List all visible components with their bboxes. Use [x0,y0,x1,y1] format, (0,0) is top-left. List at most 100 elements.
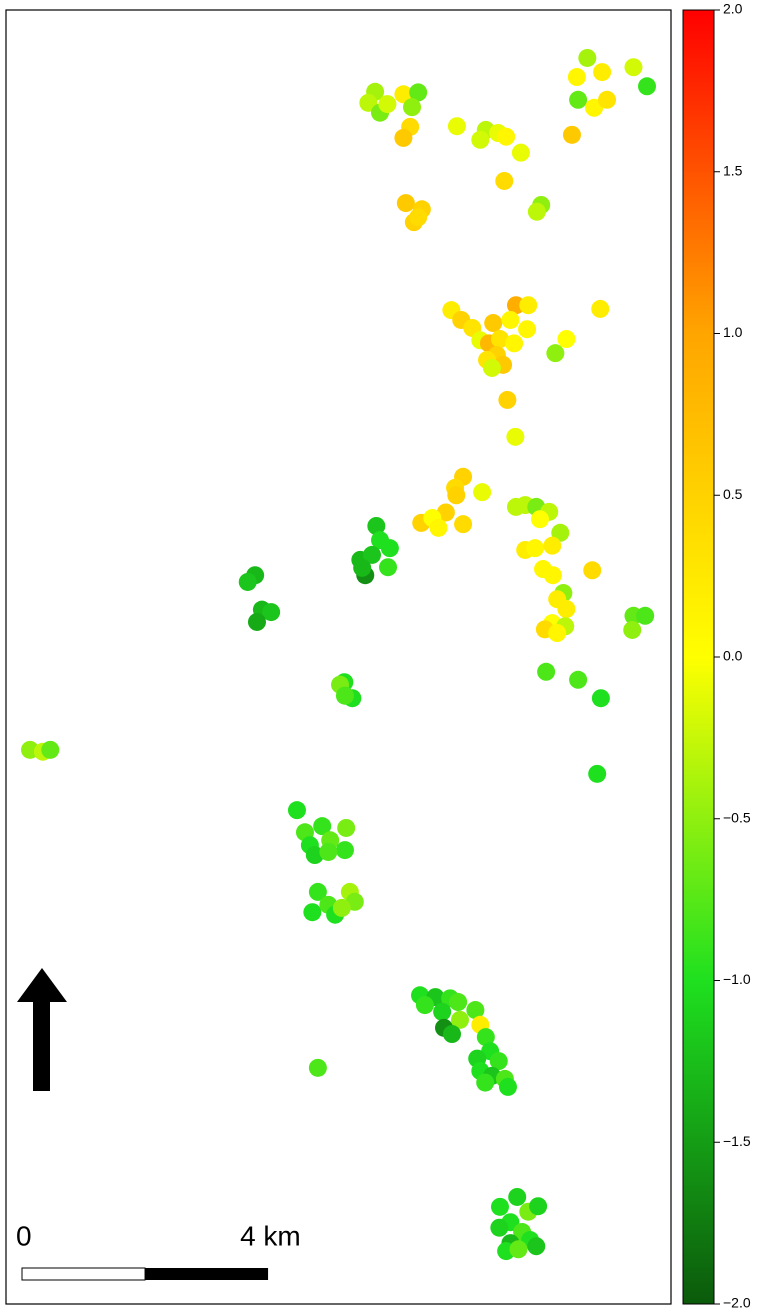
point [447,486,466,505]
point [495,171,514,190]
point [287,801,306,820]
point [498,1077,517,1096]
point [394,128,413,147]
point [490,1197,509,1216]
point [506,427,525,446]
colorbar-tick-label: −1.0 [723,971,751,987]
scale-bar-black [145,1268,269,1280]
point [508,1187,527,1206]
point [247,612,266,631]
point [447,117,466,136]
point [454,515,473,534]
point [529,1197,548,1216]
point [262,603,281,622]
point [557,600,576,619]
point [498,390,517,409]
point [505,334,524,353]
point [41,740,60,759]
point [308,1058,327,1077]
point [378,95,397,114]
point [624,58,643,77]
point [450,1010,469,1029]
point [238,572,257,591]
colorbar-tick-label: 1.5 [723,162,743,178]
point [319,842,338,861]
point [305,846,324,865]
point [429,518,448,537]
points [20,48,657,1261]
point [332,898,351,917]
point [433,1002,452,1021]
colorbar-tick-label: −2.0 [723,1295,751,1311]
point [490,1218,509,1237]
point [519,296,538,315]
point [303,903,322,922]
point [623,620,642,639]
point [546,344,565,363]
point [543,536,562,555]
point [591,689,610,708]
point [509,1240,528,1259]
point [501,310,520,329]
north-arrow-shaft [33,1000,50,1091]
point [367,517,386,536]
point [490,330,509,349]
point [551,523,570,542]
point [353,558,372,577]
point [548,624,567,643]
point [484,314,503,333]
point [591,299,610,318]
point [471,130,490,149]
point [308,882,327,901]
point [557,330,576,349]
point [482,358,501,377]
north-arrow-head [17,968,67,1002]
colorbar-tick-label: −1.5 [723,1133,751,1149]
point [442,1025,461,1044]
point [638,77,657,96]
point [569,90,588,109]
point [526,539,545,558]
point [537,662,556,681]
scale-bar-white [21,1267,146,1281]
point [543,566,562,585]
point [530,510,549,529]
point [466,1001,485,1020]
map-frame [5,9,672,1305]
point [380,539,399,558]
point [403,98,422,117]
point [337,818,356,837]
point [511,143,530,162]
point [598,90,617,109]
point [476,1073,495,1092]
colorbar-tick-label: 2.0 [723,1,743,17]
point [335,841,354,860]
point [449,993,468,1012]
point [489,1052,508,1071]
point [396,194,415,213]
point [527,1237,546,1256]
colorbar-tick-label: −0.5 [723,809,751,825]
point [409,83,428,102]
point [588,764,607,783]
point [578,48,597,67]
point [415,996,434,1015]
point [313,817,332,836]
point [585,98,604,117]
point [394,85,413,104]
point [518,320,537,339]
point [473,483,492,502]
colorbar-tick-label: 1.0 [723,324,743,340]
point [497,127,516,146]
point [335,686,354,705]
point [363,545,382,564]
point [436,503,455,522]
point [636,606,655,625]
point [409,208,428,227]
scale-bar-label: 4 km [240,1220,301,1251]
colorbar-tick-label: 0.5 [723,486,743,502]
colorbar-tick-label: 0.0 [723,648,743,664]
colorbar [682,9,715,1305]
point [567,68,586,87]
